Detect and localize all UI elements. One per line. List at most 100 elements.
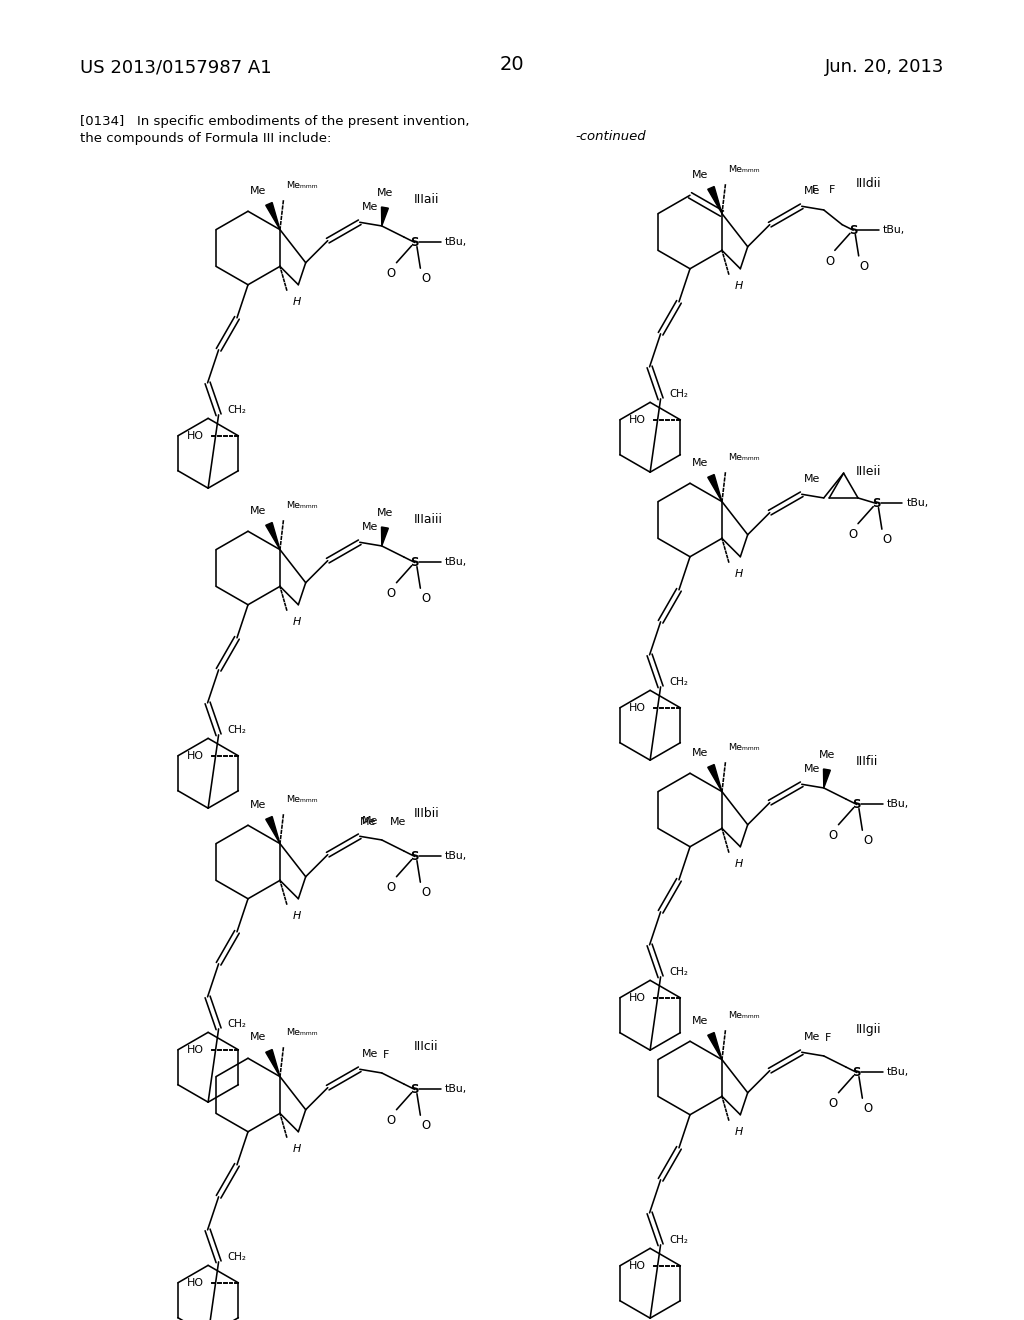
Text: the compounds of Formula III include:: the compounds of Formula III include:: [80, 132, 332, 145]
Text: Me: Me: [691, 1015, 708, 1026]
Text: H: H: [293, 911, 301, 921]
Text: CH₂: CH₂: [669, 677, 688, 686]
Text: Me: Me: [691, 169, 708, 180]
Text: Meₘₘₘ: Meₘₘₘ: [728, 1011, 760, 1020]
Text: HO: HO: [629, 1261, 646, 1271]
Text: tBu,: tBu,: [444, 557, 467, 568]
Text: O: O: [421, 593, 430, 606]
Text: IIIgii: IIIgii: [855, 1023, 881, 1036]
Text: O: O: [421, 887, 430, 899]
Text: Me: Me: [361, 202, 378, 211]
Text: IIIaiii: IIIaiii: [414, 513, 442, 525]
Text: Me: Me: [361, 521, 378, 532]
Text: O: O: [421, 272, 430, 285]
Text: CH₂: CH₂: [669, 1234, 688, 1245]
Text: Me: Me: [361, 1049, 378, 1059]
Text: S: S: [411, 1082, 419, 1096]
Text: O: O: [387, 587, 396, 599]
Text: Me: Me: [804, 186, 820, 195]
Text: Meₘₘₘ: Meₘₘₘ: [728, 165, 760, 174]
Text: Meₘₘₘ: Meₘₘₘ: [728, 743, 760, 752]
Text: Meₘₘₘ: Meₘₘₘ: [286, 795, 317, 804]
Text: IIIaii: IIIaii: [414, 193, 439, 206]
Text: tBu,: tBu,: [444, 851, 467, 862]
Text: CH₂: CH₂: [227, 405, 246, 414]
Text: Me: Me: [691, 458, 708, 467]
Text: tBu,: tBu,: [444, 1085, 467, 1094]
Text: O: O: [863, 1102, 872, 1115]
Text: Jun. 20, 2013: Jun. 20, 2013: [824, 58, 944, 77]
Text: Me: Me: [804, 474, 820, 483]
Text: Me: Me: [250, 186, 266, 195]
Text: 20: 20: [500, 55, 524, 74]
Text: Me: Me: [691, 747, 708, 758]
Polygon shape: [823, 770, 830, 788]
Text: S: S: [411, 556, 419, 569]
Text: CH₂: CH₂: [227, 1019, 246, 1028]
Text: F: F: [383, 1051, 389, 1060]
Text: O: O: [387, 267, 396, 280]
Text: O: O: [859, 260, 868, 273]
Text: O: O: [828, 829, 838, 842]
Polygon shape: [266, 523, 280, 549]
Text: O: O: [421, 1119, 430, 1133]
Text: O: O: [848, 528, 857, 541]
Text: H: H: [734, 281, 742, 292]
Text: IIIbii: IIIbii: [414, 807, 439, 820]
Text: Me: Me: [377, 508, 393, 519]
Text: tBu,: tBu,: [887, 1068, 909, 1077]
Text: S: S: [853, 1067, 861, 1078]
Text: CH₂: CH₂: [669, 966, 688, 977]
Text: F: F: [829, 185, 836, 195]
Text: Me: Me: [250, 800, 266, 809]
Polygon shape: [266, 1049, 280, 1077]
Text: IIIcii: IIIcii: [414, 1040, 438, 1053]
Text: S: S: [411, 850, 419, 863]
Text: O: O: [828, 1097, 838, 1110]
Text: Me: Me: [390, 817, 407, 828]
Text: O: O: [387, 880, 396, 894]
Text: Me: Me: [804, 764, 820, 774]
Text: Me: Me: [361, 816, 378, 826]
Text: Me: Me: [804, 1032, 820, 1041]
Text: -continued: -continued: [575, 129, 645, 143]
Text: H: H: [293, 1144, 301, 1155]
Polygon shape: [382, 207, 388, 226]
Polygon shape: [708, 474, 722, 502]
Text: Me: Me: [360, 817, 377, 828]
Text: Me: Me: [377, 189, 393, 198]
Text: O: O: [883, 533, 892, 546]
Text: CH₂: CH₂: [227, 1251, 246, 1262]
Text: Meₘₘₘ: Meₘₘₘ: [286, 1028, 317, 1038]
Text: CH₂: CH₂: [227, 725, 246, 735]
Text: H: H: [293, 618, 301, 627]
Text: HO: HO: [186, 1278, 204, 1288]
Text: US 2013/0157987 A1: US 2013/0157987 A1: [80, 58, 271, 77]
Text: HO: HO: [629, 993, 646, 1003]
Text: HO: HO: [629, 702, 646, 713]
Text: S: S: [853, 799, 861, 810]
Text: H: H: [293, 297, 301, 308]
Text: H: H: [734, 1127, 742, 1138]
Text: CH₂: CH₂: [669, 388, 688, 399]
Text: tBu,: tBu,: [883, 226, 905, 235]
Text: Meₘₘₘ: Meₘₘₘ: [286, 502, 317, 510]
Text: Meₘₘₘ: Meₘₘₘ: [728, 453, 760, 462]
Text: O: O: [387, 1114, 396, 1127]
Polygon shape: [708, 186, 722, 214]
Text: IIIdii: IIIdii: [855, 177, 881, 190]
Text: IIIeii: IIIeii: [855, 465, 881, 478]
Text: O: O: [825, 255, 835, 268]
Text: HO: HO: [629, 414, 646, 425]
Polygon shape: [708, 764, 722, 792]
Text: S: S: [872, 496, 881, 510]
Text: Me: Me: [250, 506, 266, 516]
Text: F: F: [824, 1034, 831, 1043]
Text: S: S: [411, 236, 419, 249]
Text: F: F: [812, 185, 818, 195]
Text: Me: Me: [250, 1032, 266, 1043]
Polygon shape: [266, 202, 280, 230]
Polygon shape: [266, 817, 280, 843]
Polygon shape: [708, 1032, 722, 1060]
Text: IIIfii: IIIfii: [855, 755, 878, 768]
